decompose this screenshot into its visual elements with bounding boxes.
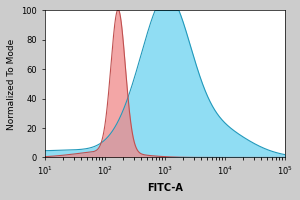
- X-axis label: FITC-A: FITC-A: [147, 183, 183, 193]
- Y-axis label: Normalized To Mode: Normalized To Mode: [7, 38, 16, 130]
